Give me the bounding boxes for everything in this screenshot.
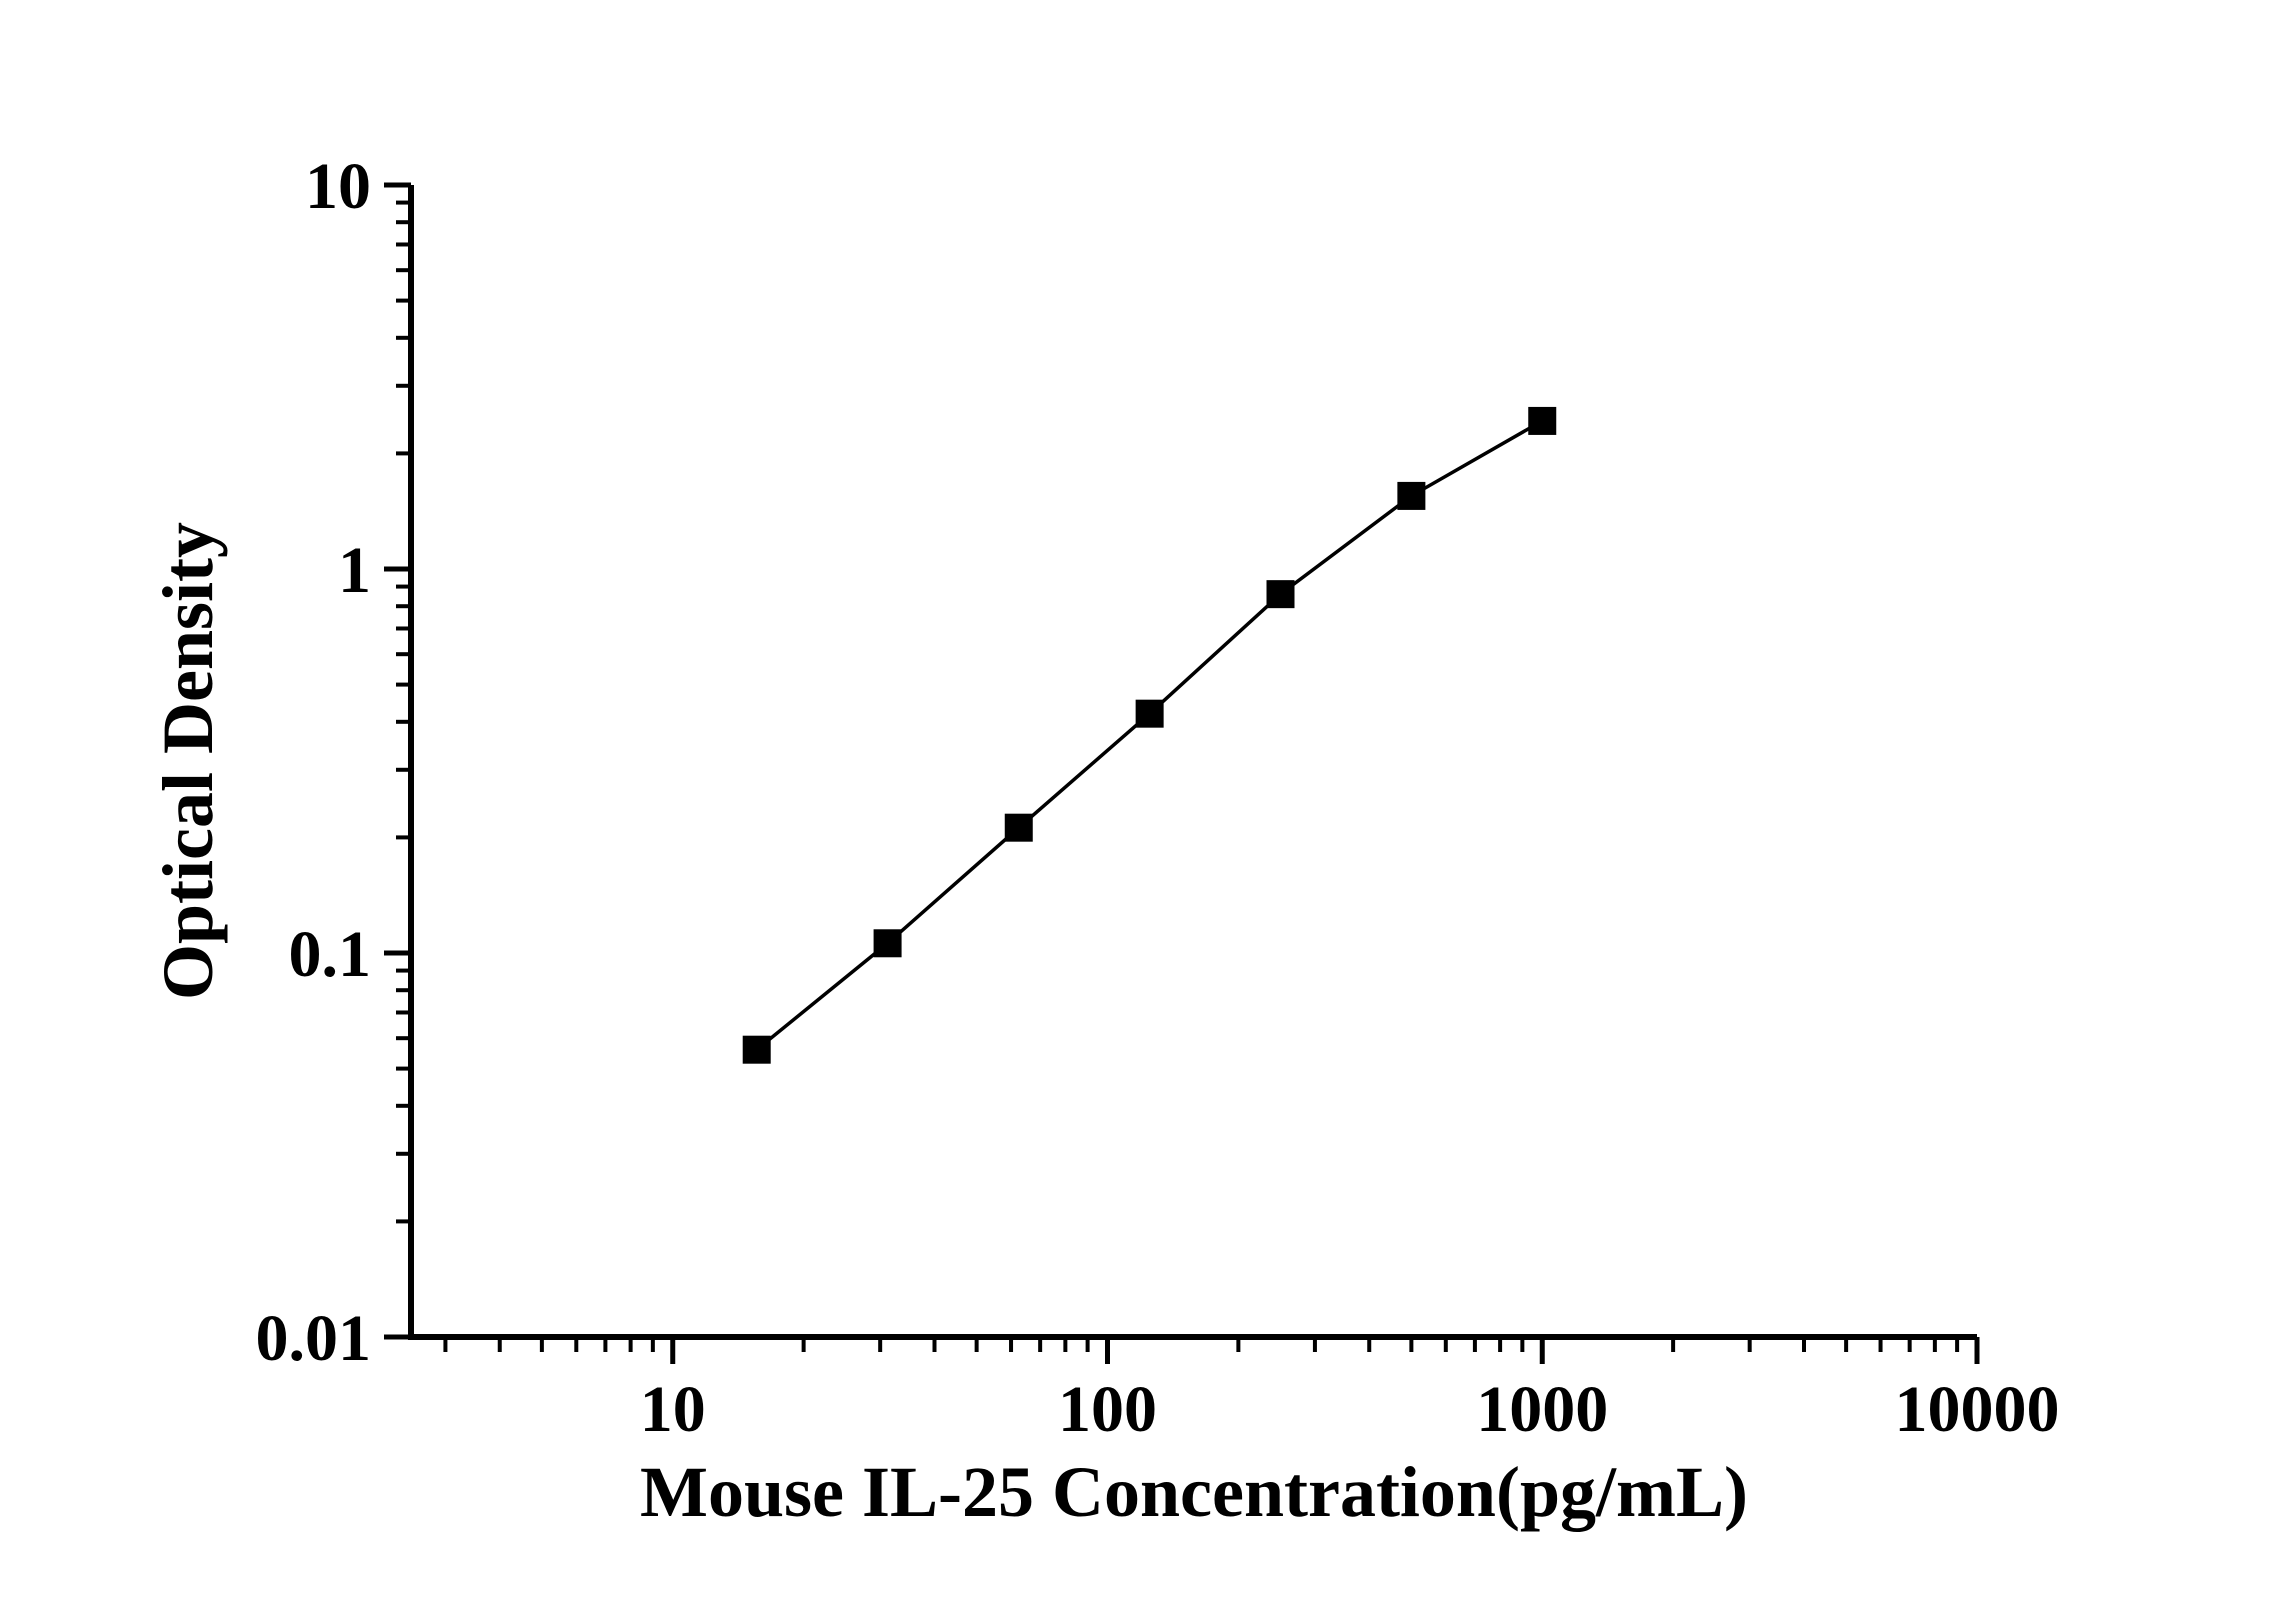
data-point-marker xyxy=(1528,406,1557,435)
x-tick-label: 10 xyxy=(640,1373,706,1446)
data-point-marker xyxy=(1266,580,1295,609)
data-point-marker xyxy=(1397,481,1426,510)
series-layer xyxy=(742,406,1557,1064)
ticks-layer xyxy=(384,182,1980,1364)
x-tick-label: 100 xyxy=(1058,1373,1157,1446)
y-tick-label: 0.01 xyxy=(256,1302,372,1375)
tick-labels-layer: 10 100 1000 10000 0.01 0.1 1 10 xyxy=(256,150,2060,1446)
axes-layer xyxy=(408,185,1977,1340)
y-tick-label: 0.1 xyxy=(289,918,372,991)
y-tick-label: 10 xyxy=(305,150,371,223)
data-point-marker xyxy=(1135,699,1164,728)
y-tick-label: 1 xyxy=(338,534,371,607)
x-tick-label: 10000 xyxy=(1895,1373,2060,1446)
axis-spines xyxy=(408,185,1977,1340)
data-point-marker xyxy=(1004,813,1033,842)
x-axis-title: Mouse IL-25 Concentration(pg/mL) xyxy=(640,1452,1748,1532)
data-point-marker xyxy=(742,1035,771,1064)
data-point-marker xyxy=(873,929,902,958)
y-axis-title: Optical Density xyxy=(148,522,228,1000)
x-tick-label: 1000 xyxy=(1476,1373,1608,1446)
